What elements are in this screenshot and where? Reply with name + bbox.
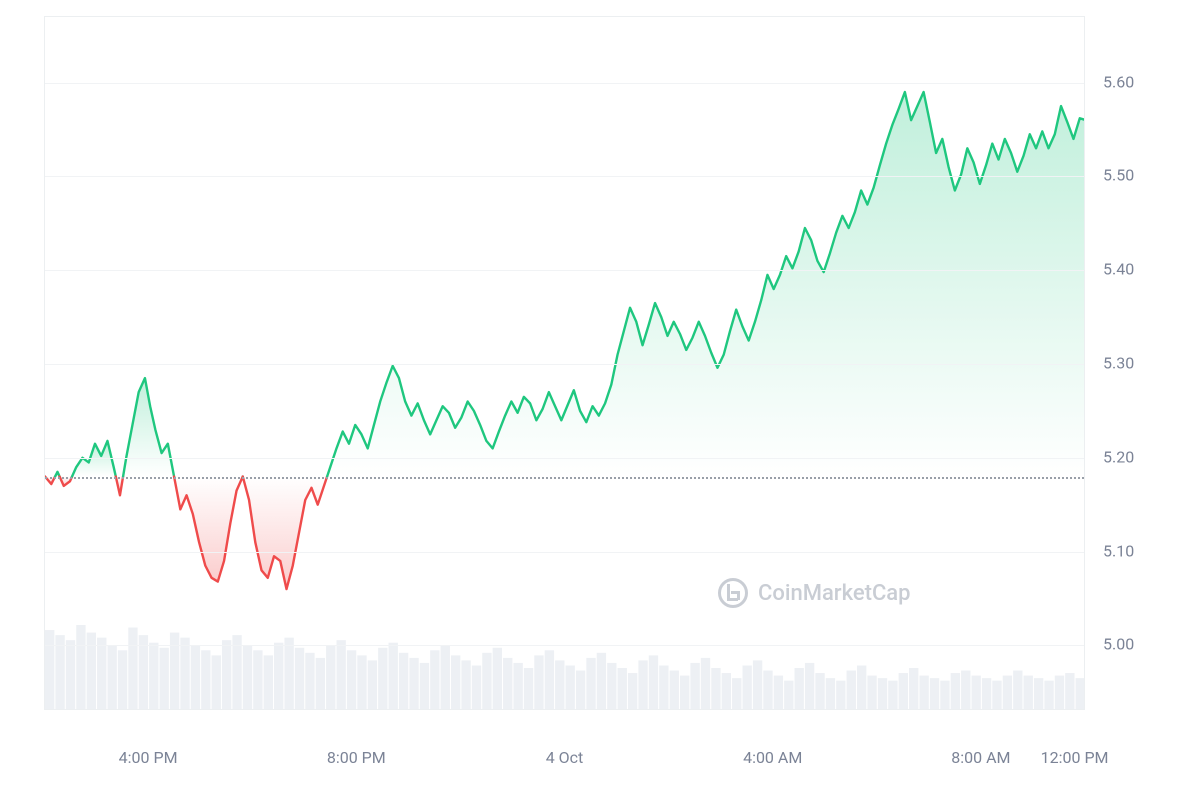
gridline xyxy=(45,364,1084,365)
x-axis-label: 8:00 AM xyxy=(951,748,1010,767)
y-axis-label: 5.60 xyxy=(1103,72,1134,91)
price-chart[interactable] xyxy=(44,16,1085,710)
x-axis-label: 8:00 PM xyxy=(327,748,386,767)
y-axis-label: 5.10 xyxy=(1103,541,1134,560)
watermark-text: CoinMarketCap xyxy=(758,581,911,606)
gridline xyxy=(45,83,1084,84)
coinmarketcap-logo-icon xyxy=(718,578,748,608)
coinmarketcap-watermark: CoinMarketCap xyxy=(718,578,911,608)
plot-area xyxy=(45,17,1084,709)
gridline xyxy=(45,645,1084,646)
x-axis-label: 12:00 PM xyxy=(1041,748,1109,767)
gridline xyxy=(45,270,1084,271)
y-axis-label: 5.20 xyxy=(1103,447,1134,466)
y-axis-label: 5.00 xyxy=(1103,635,1134,654)
y-axis-label: 5.50 xyxy=(1103,166,1134,185)
gridline xyxy=(45,176,1084,177)
x-axis-label: 4:00 PM xyxy=(119,748,178,767)
x-axis-label: 4 Oct xyxy=(546,748,584,767)
y-axis-label: 5.40 xyxy=(1103,260,1134,279)
baseline xyxy=(45,477,1084,479)
y-axis-label: 5.30 xyxy=(1103,354,1134,373)
gridline xyxy=(45,458,1084,459)
volume-bars xyxy=(45,625,1084,709)
x-axis-label: 4:00 AM xyxy=(743,748,802,767)
gridline xyxy=(45,552,1084,553)
chart-svg xyxy=(45,17,1084,709)
